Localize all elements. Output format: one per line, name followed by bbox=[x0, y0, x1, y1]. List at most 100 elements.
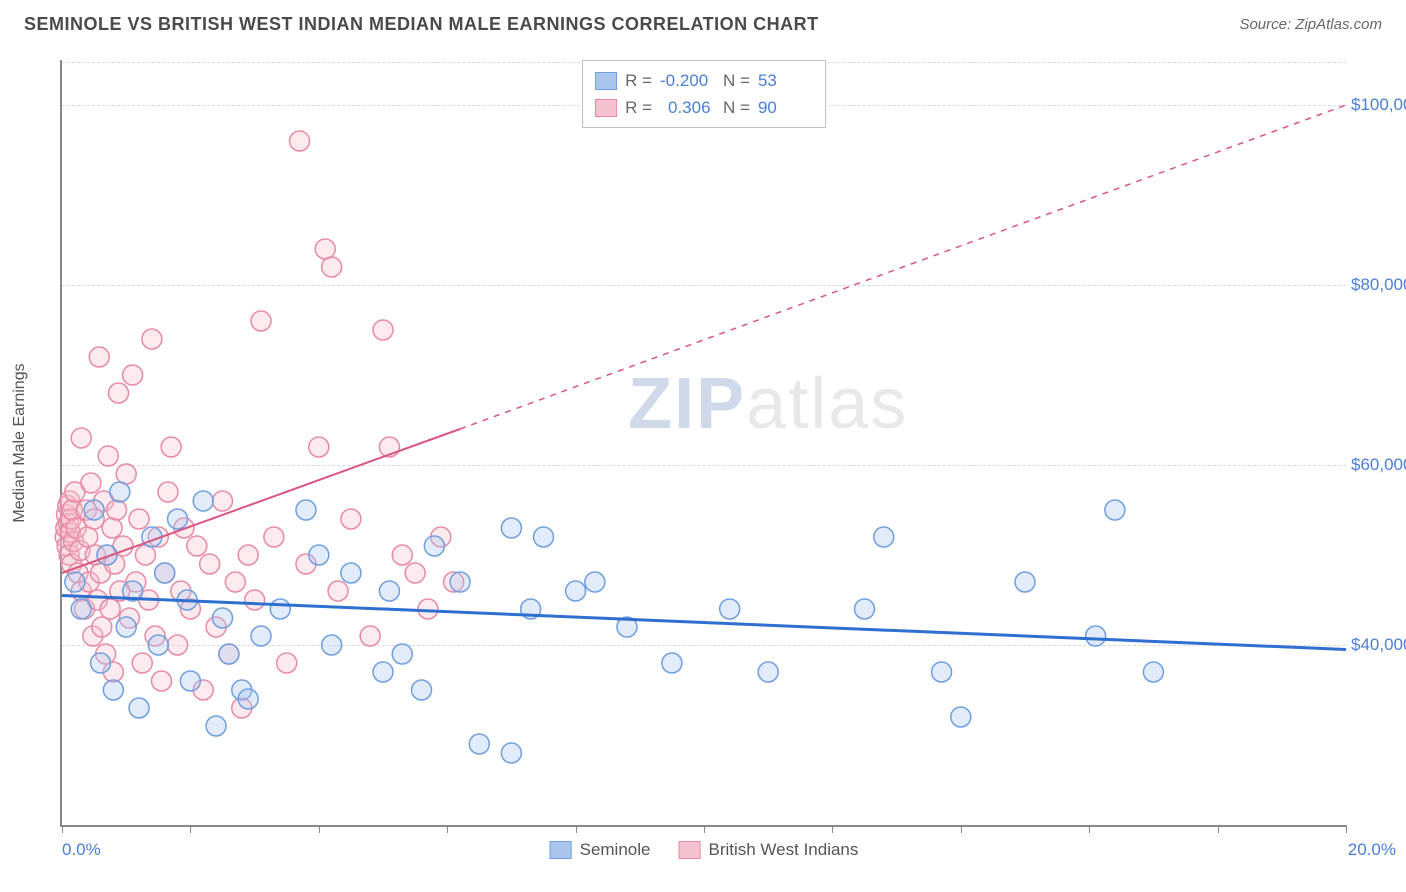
data-point bbox=[534, 527, 554, 547]
legend-item-seminole: Seminole bbox=[550, 840, 651, 860]
x-tick bbox=[190, 825, 191, 833]
stats-legend: R = -0.200 N = 53 R = 0.306 N = 90 bbox=[582, 60, 826, 128]
data-point bbox=[103, 680, 123, 700]
data-point bbox=[277, 653, 297, 673]
x-tick bbox=[576, 825, 577, 833]
data-point bbox=[135, 545, 155, 565]
n-label: N = bbox=[723, 67, 750, 94]
data-point bbox=[155, 563, 175, 583]
data-point bbox=[71, 599, 91, 619]
data-point bbox=[91, 653, 111, 673]
legend-label-bwi: British West Indians bbox=[708, 840, 858, 860]
data-point bbox=[328, 581, 348, 601]
data-point bbox=[315, 239, 335, 259]
data-point bbox=[78, 527, 98, 547]
swatch-seminole bbox=[550, 841, 572, 859]
data-point bbox=[566, 581, 586, 601]
scatter-svg bbox=[62, 60, 1346, 825]
data-point bbox=[116, 464, 136, 484]
x-tick bbox=[447, 825, 448, 833]
stats-row-bwi: R = 0.306 N = 90 bbox=[595, 94, 813, 121]
data-point bbox=[161, 437, 181, 457]
data-point bbox=[129, 509, 149, 529]
data-point bbox=[108, 383, 128, 403]
y-axis-title: Median Male Earnings bbox=[11, 363, 29, 522]
data-point bbox=[132, 653, 152, 673]
chart-title: SEMINOLE VS BRITISH WEST INDIAN MEDIAN M… bbox=[24, 14, 819, 35]
data-point bbox=[238, 689, 258, 709]
data-point bbox=[874, 527, 894, 547]
r-label: R = bbox=[625, 67, 652, 94]
data-point bbox=[213, 491, 233, 511]
data-point bbox=[720, 599, 740, 619]
data-point bbox=[932, 662, 952, 682]
data-point bbox=[322, 257, 342, 277]
data-point bbox=[116, 617, 136, 637]
source-attribution: Source: ZipAtlas.com bbox=[1239, 16, 1382, 33]
data-point bbox=[341, 563, 361, 583]
data-point bbox=[225, 572, 245, 592]
data-point bbox=[322, 635, 342, 655]
x-tick bbox=[1346, 825, 1347, 833]
x-tick bbox=[832, 825, 833, 833]
x-tick bbox=[319, 825, 320, 833]
data-point bbox=[110, 482, 130, 502]
y-tick-label: $40,000 bbox=[1351, 635, 1406, 655]
data-point bbox=[71, 428, 91, 448]
data-point bbox=[758, 662, 778, 682]
data-point bbox=[206, 716, 226, 736]
data-point bbox=[309, 437, 329, 457]
data-point bbox=[123, 365, 143, 385]
data-point bbox=[290, 131, 310, 151]
stats-row-seminole: R = -0.200 N = 53 bbox=[595, 67, 813, 94]
data-point bbox=[81, 473, 101, 493]
swatch-seminole bbox=[595, 72, 617, 90]
data-point bbox=[107, 500, 127, 520]
data-point bbox=[855, 599, 875, 619]
data-point bbox=[187, 536, 207, 556]
legend-item-bwi: British West Indians bbox=[678, 840, 858, 860]
data-point bbox=[168, 635, 188, 655]
r-label: R = bbox=[625, 94, 652, 121]
data-point bbox=[219, 644, 239, 664]
data-point bbox=[309, 545, 329, 565]
data-point bbox=[341, 509, 361, 529]
data-point bbox=[418, 599, 438, 619]
n-value-seminole: 53 bbox=[758, 67, 813, 94]
y-tick-label: $80,000 bbox=[1351, 275, 1406, 295]
data-point bbox=[251, 626, 271, 646]
data-point bbox=[180, 671, 200, 691]
swatch-bwi bbox=[595, 99, 617, 117]
data-point bbox=[65, 572, 85, 592]
x-tick bbox=[1218, 825, 1219, 833]
data-point bbox=[142, 329, 162, 349]
data-point bbox=[1143, 662, 1163, 682]
data-point bbox=[92, 617, 112, 637]
plot-area: Median Male Earnings ZIPatlas $40,000$60… bbox=[60, 60, 1346, 827]
data-point bbox=[238, 545, 258, 565]
data-point bbox=[392, 644, 412, 664]
data-point bbox=[1015, 572, 1035, 592]
n-value-bwi: 90 bbox=[758, 94, 813, 121]
data-point bbox=[450, 572, 470, 592]
x-tick bbox=[704, 825, 705, 833]
data-point bbox=[469, 734, 489, 754]
data-point bbox=[1086, 626, 1106, 646]
data-point bbox=[951, 707, 971, 727]
data-point bbox=[373, 320, 393, 340]
data-point bbox=[585, 572, 605, 592]
data-point bbox=[129, 698, 149, 718]
data-point bbox=[89, 347, 109, 367]
x-tick bbox=[1089, 825, 1090, 833]
data-point bbox=[102, 518, 122, 538]
trend-line-dashed bbox=[460, 105, 1346, 429]
data-point bbox=[392, 545, 412, 565]
data-point bbox=[424, 536, 444, 556]
data-point bbox=[213, 608, 233, 628]
data-point bbox=[662, 653, 682, 673]
y-tick-label: $60,000 bbox=[1351, 455, 1406, 475]
data-point bbox=[84, 500, 104, 520]
data-point bbox=[168, 509, 188, 529]
data-point bbox=[264, 527, 284, 547]
data-point bbox=[373, 662, 393, 682]
